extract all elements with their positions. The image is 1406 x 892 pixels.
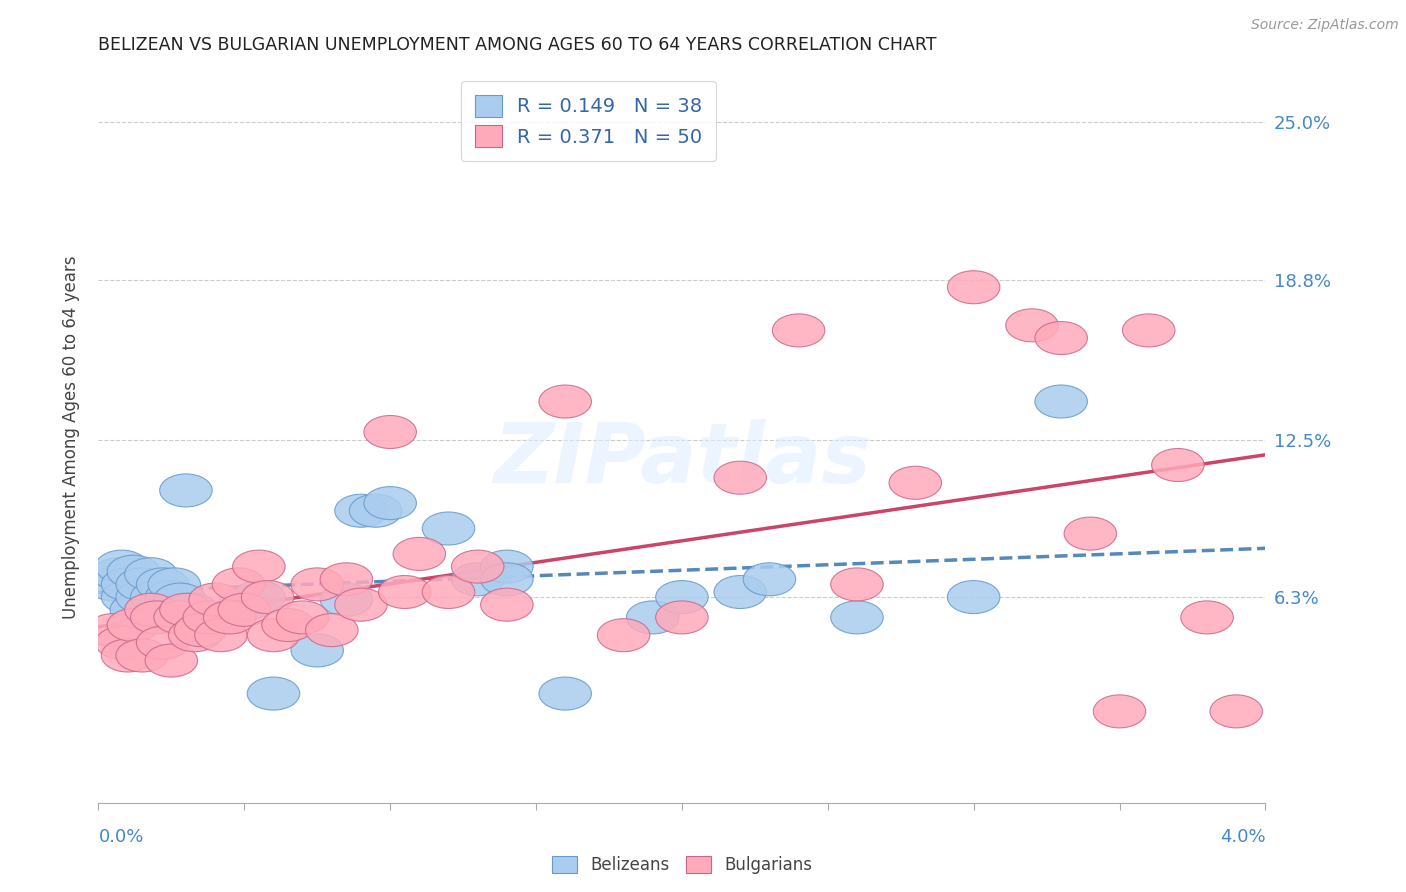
Ellipse shape	[101, 639, 153, 672]
Ellipse shape	[183, 601, 236, 634]
Ellipse shape	[451, 563, 503, 596]
Ellipse shape	[131, 581, 183, 614]
Ellipse shape	[166, 593, 218, 626]
Ellipse shape	[1035, 321, 1087, 354]
Ellipse shape	[188, 583, 242, 616]
Ellipse shape	[831, 568, 883, 601]
Ellipse shape	[107, 608, 160, 641]
Ellipse shape	[115, 639, 169, 672]
Ellipse shape	[1094, 695, 1146, 728]
Ellipse shape	[394, 537, 446, 570]
Ellipse shape	[204, 601, 256, 634]
Ellipse shape	[136, 568, 188, 601]
Text: Source: ZipAtlas.com: Source: ZipAtlas.com	[1251, 18, 1399, 32]
Ellipse shape	[125, 558, 177, 591]
Ellipse shape	[218, 593, 270, 626]
Ellipse shape	[655, 601, 709, 634]
Ellipse shape	[364, 487, 416, 520]
Ellipse shape	[87, 568, 139, 601]
Ellipse shape	[174, 614, 226, 647]
Ellipse shape	[101, 581, 153, 614]
Ellipse shape	[422, 575, 475, 608]
Ellipse shape	[305, 614, 359, 647]
Ellipse shape	[169, 619, 221, 652]
Ellipse shape	[145, 644, 198, 677]
Ellipse shape	[655, 581, 709, 614]
Ellipse shape	[291, 634, 343, 667]
Ellipse shape	[422, 512, 475, 545]
Ellipse shape	[101, 568, 153, 601]
Ellipse shape	[1064, 517, 1116, 550]
Ellipse shape	[744, 563, 796, 596]
Ellipse shape	[321, 583, 373, 616]
Ellipse shape	[131, 601, 183, 634]
Ellipse shape	[364, 416, 416, 449]
Ellipse shape	[136, 626, 188, 659]
Text: ZIPatlas: ZIPatlas	[494, 418, 870, 500]
Ellipse shape	[335, 588, 387, 621]
Text: 0.0%: 0.0%	[98, 828, 143, 846]
Ellipse shape	[714, 461, 766, 494]
Ellipse shape	[335, 494, 387, 527]
Ellipse shape	[93, 558, 145, 591]
Ellipse shape	[277, 601, 329, 634]
Ellipse shape	[160, 593, 212, 626]
Ellipse shape	[948, 581, 1000, 614]
Ellipse shape	[153, 583, 207, 616]
Ellipse shape	[321, 563, 373, 596]
Ellipse shape	[889, 467, 942, 500]
Ellipse shape	[538, 677, 592, 710]
Ellipse shape	[148, 568, 201, 601]
Ellipse shape	[87, 614, 139, 647]
Ellipse shape	[481, 563, 533, 596]
Ellipse shape	[232, 550, 285, 583]
Ellipse shape	[378, 575, 432, 608]
Ellipse shape	[481, 588, 533, 621]
Ellipse shape	[627, 601, 679, 634]
Ellipse shape	[262, 608, 315, 641]
Ellipse shape	[142, 593, 194, 626]
Ellipse shape	[1211, 695, 1263, 728]
Ellipse shape	[451, 550, 503, 583]
Ellipse shape	[153, 601, 207, 634]
Ellipse shape	[107, 555, 160, 588]
Ellipse shape	[538, 385, 592, 418]
Ellipse shape	[1122, 314, 1175, 347]
Ellipse shape	[349, 494, 402, 527]
Ellipse shape	[1152, 449, 1204, 482]
Ellipse shape	[115, 581, 169, 614]
Ellipse shape	[247, 619, 299, 652]
Text: BELIZEAN VS BULGARIAN UNEMPLOYMENT AMONG AGES 60 TO 64 YEARS CORRELATION CHART: BELIZEAN VS BULGARIAN UNEMPLOYMENT AMONG…	[98, 36, 936, 54]
Ellipse shape	[96, 626, 148, 659]
Y-axis label: Unemployment Among Ages 60 to 64 years: Unemployment Among Ages 60 to 64 years	[62, 255, 80, 619]
Ellipse shape	[160, 474, 212, 507]
Ellipse shape	[772, 314, 825, 347]
Ellipse shape	[218, 588, 270, 621]
Ellipse shape	[247, 677, 299, 710]
Legend: Belizeans, Bulgarians: Belizeans, Bulgarians	[543, 847, 821, 882]
Ellipse shape	[212, 568, 264, 601]
Ellipse shape	[598, 619, 650, 652]
Ellipse shape	[115, 568, 169, 601]
Ellipse shape	[948, 271, 1000, 304]
Text: 4.0%: 4.0%	[1220, 828, 1265, 846]
Ellipse shape	[110, 593, 163, 626]
Ellipse shape	[194, 619, 247, 652]
Ellipse shape	[1005, 309, 1059, 342]
Ellipse shape	[831, 601, 883, 634]
Ellipse shape	[291, 568, 343, 601]
Ellipse shape	[96, 550, 148, 583]
Ellipse shape	[232, 581, 285, 614]
Ellipse shape	[1035, 385, 1087, 418]
Ellipse shape	[145, 581, 198, 614]
Ellipse shape	[242, 581, 294, 614]
Ellipse shape	[1181, 601, 1233, 634]
Ellipse shape	[714, 575, 766, 608]
Ellipse shape	[125, 593, 177, 626]
Ellipse shape	[481, 550, 533, 583]
